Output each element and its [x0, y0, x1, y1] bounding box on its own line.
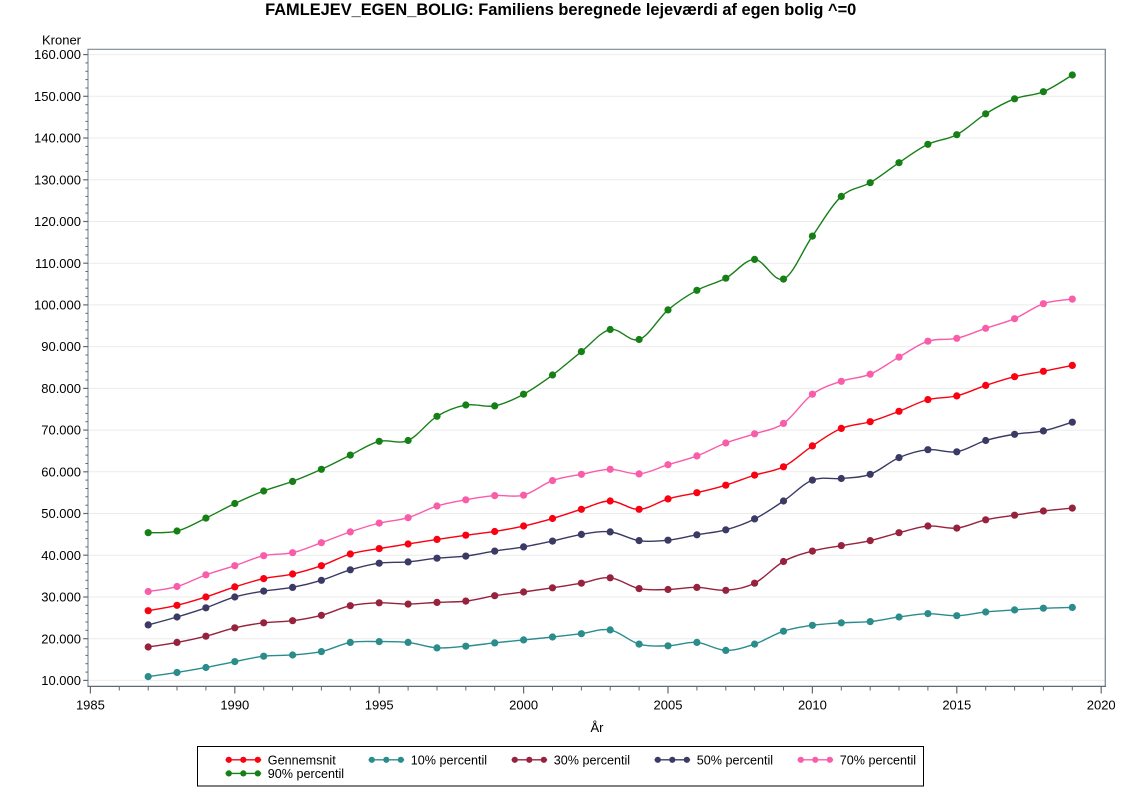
svg-text:90.000: 90.000 — [41, 339, 81, 354]
svg-text:80.000: 80.000 — [41, 381, 81, 396]
svg-text:40.000: 40.000 — [41, 548, 81, 563]
svg-text:10.000: 10.000 — [41, 673, 81, 688]
svg-text:90% percentil: 90% percentil — [268, 767, 344, 781]
svg-text:150.000: 150.000 — [34, 89, 81, 104]
svg-text:70.000: 70.000 — [41, 423, 81, 438]
svg-text:2005: 2005 — [654, 698, 683, 713]
svg-text:30.000: 30.000 — [41, 590, 81, 605]
svg-text:30% percentil: 30% percentil — [554, 753, 630, 767]
svg-text:FAMLEJEV_EGEN_BOLIG: Familiens: FAMLEJEV_EGEN_BOLIG: Familiens beregnede… — [265, 1, 856, 19]
svg-text:10% percentil: 10% percentil — [411, 753, 487, 767]
svg-text:1990: 1990 — [220, 698, 249, 713]
svg-text:2020: 2020 — [1087, 698, 1116, 713]
svg-text:160.000: 160.000 — [34, 47, 81, 62]
svg-text:50.000: 50.000 — [41, 506, 81, 521]
svg-text:130.000: 130.000 — [34, 172, 81, 187]
svg-text:120.000: 120.000 — [34, 214, 81, 229]
svg-text:Gennemsnit: Gennemsnit — [268, 753, 336, 767]
svg-text:2015: 2015 — [942, 698, 971, 713]
svg-text:60.000: 60.000 — [41, 464, 81, 479]
svg-text:Kroner: Kroner — [42, 33, 82, 48]
svg-text:1995: 1995 — [365, 698, 394, 713]
svg-text:110.000: 110.000 — [35, 256, 81, 271]
svg-text:100.000: 100.000 — [34, 298, 81, 313]
svg-text:70% percentil: 70% percentil — [840, 753, 916, 767]
svg-text:20.000: 20.000 — [41, 631, 81, 646]
svg-text:2010: 2010 — [798, 698, 827, 713]
svg-text:50% percentil: 50% percentil — [697, 753, 773, 767]
svg-text:1985: 1985 — [76, 698, 105, 713]
svg-text:2000: 2000 — [509, 698, 538, 713]
svg-text:140.000: 140.000 — [34, 131, 81, 146]
svg-text:År: År — [591, 720, 605, 735]
